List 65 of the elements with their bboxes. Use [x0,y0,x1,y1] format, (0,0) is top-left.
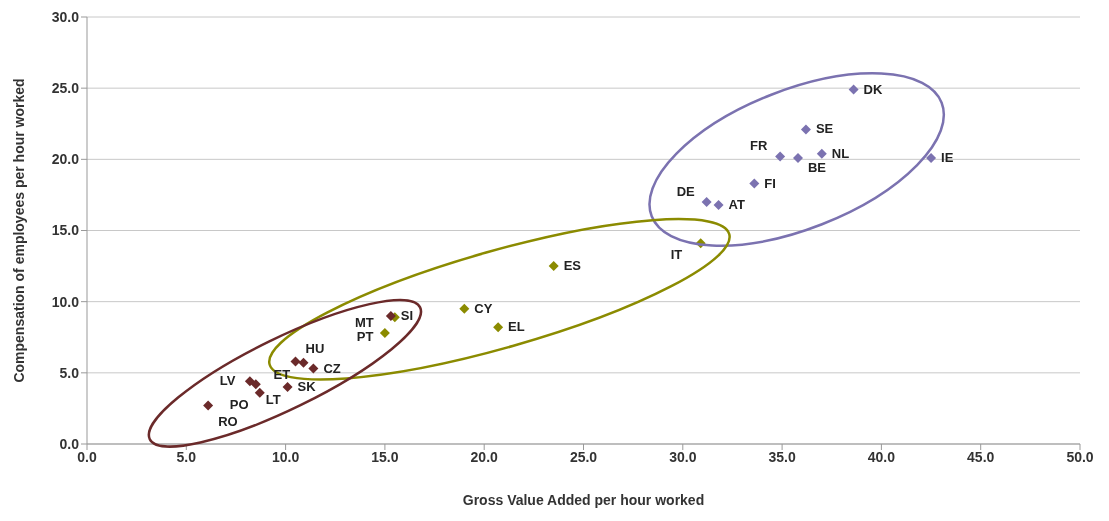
annotation: PT [356,329,374,345]
annotation: NL [831,145,850,161]
annotation: HU [305,341,325,357]
point [290,356,301,367]
point [493,322,504,333]
point [298,357,309,368]
x-axis-title: Gross Value Added per hour worked [462,492,705,508]
annotation: MT [354,314,374,330]
annotation: RO [218,413,238,429]
point [548,261,559,272]
point [250,379,261,390]
point [775,151,786,162]
point [713,199,724,210]
annotation: SE [815,121,834,137]
point [749,178,760,189]
x-tick-label: 0.0 [77,448,97,465]
point [926,152,937,163]
y-axis-title: Compensation of employees per hour worked [11,78,27,383]
x-tick-label: 30.0 [669,448,697,465]
point [203,400,214,411]
annotation: AT [728,196,745,212]
x-tick-label: 45.0 [967,448,995,465]
point [385,310,396,321]
x-tick-label: 5.0 [176,448,197,465]
annotation: DE [676,184,696,200]
point [244,376,255,387]
point [282,382,293,393]
annotation: IT [670,247,683,263]
annotation: DK [863,81,883,97]
x-tick-label: 40.0 [867,448,896,465]
point [308,363,319,374]
point [800,124,811,135]
x-tick-label: 15.0 [371,448,399,465]
y-tick-label: 30.0 [51,8,80,25]
annotation: LV [219,373,236,389]
x-tick-label: 20.0 [470,448,499,465]
annotation: BE [807,159,827,175]
x-tick-label: 50.0 [1066,448,1094,465]
annotation: SK [297,379,317,395]
annotation: CZ [323,360,341,376]
y-tick-label: 10.0 [51,293,80,310]
point [848,84,859,95]
y-tick-label: 5.0 [59,364,80,381]
annotation: CY [474,300,493,316]
annotation: SI [400,307,414,323]
annotation: IE [941,149,954,165]
annotation: ES [563,258,582,274]
y-tick-label: 20.0 [51,151,80,168]
annotation: FR [750,138,769,154]
x-tick-label: 35.0 [768,448,796,465]
point [379,327,390,338]
point [792,152,803,163]
point [701,197,712,208]
annotation: LT [265,392,281,408]
annotation: PO [229,396,249,412]
point [816,148,827,159]
x-tick-label: 25.0 [569,448,598,465]
y-tick-label: 0.0 [59,435,80,452]
point [459,303,470,314]
annotation: EL [508,319,525,335]
annotation: FI [764,175,776,191]
y-tick-label: 15.0 [51,222,80,239]
point [254,387,265,398]
x-tick-label: 10.0 [271,448,300,465]
y-tick-label: 25.0 [51,80,80,97]
